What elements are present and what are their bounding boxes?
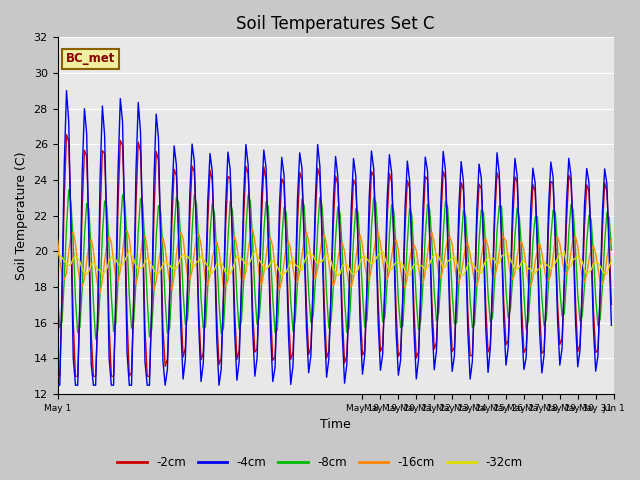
X-axis label: Time: Time xyxy=(320,419,351,432)
Y-axis label: Soil Temperature (C): Soil Temperature (C) xyxy=(15,152,28,280)
Legend: -2cm, -4cm, -8cm, -16cm, -32cm: -2cm, -4cm, -8cm, -16cm, -32cm xyxy=(113,452,527,474)
Title: Soil Temperatures Set C: Soil Temperatures Set C xyxy=(236,15,435,33)
Text: BC_met: BC_met xyxy=(66,52,115,65)
